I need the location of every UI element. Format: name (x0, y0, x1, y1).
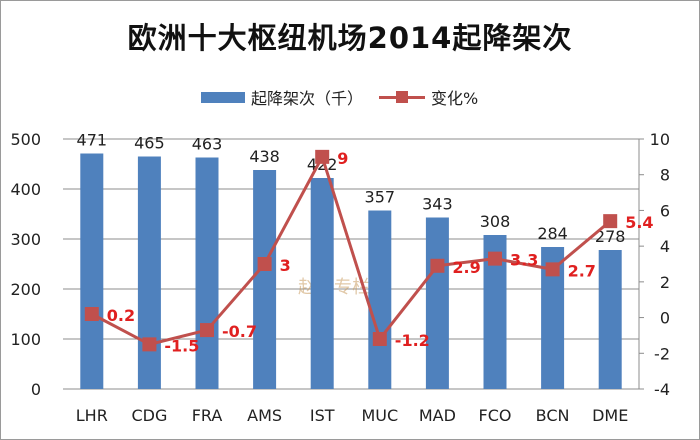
x-tick-label: CDG (131, 406, 167, 425)
legend-item-bars: 起降架次（千） (201, 85, 363, 109)
y-right-tick-label: 8 (660, 166, 670, 185)
x-tick-label: BCN (536, 406, 570, 425)
legend-swatch-line (379, 90, 426, 104)
x-tick-label: MAD (419, 406, 456, 425)
y-right-tick-label: -2 (654, 344, 670, 363)
x-tick-label: DME (592, 406, 628, 425)
line-marker-MAD (430, 258, 445, 273)
watermark: 赵巍专栏 (298, 277, 370, 298)
line-marker-DME (603, 214, 618, 229)
legend-item-line: 变化% (379, 85, 478, 109)
bar-value-label: 357 (365, 188, 396, 207)
y-left-tick-label: 100 (10, 330, 41, 349)
chart-title: 欧洲十大枢纽机场2014起降架次 (127, 21, 573, 55)
line-marker-BCN (545, 262, 560, 277)
bar-FCO (483, 235, 507, 389)
legend-swatch-bar (201, 91, 245, 103)
line-value-label: -0.7 (222, 322, 257, 341)
bar-value-label: 278 (595, 227, 626, 246)
line-value-label: 2.9 (452, 258, 480, 277)
x-tick-label: MUC (361, 406, 398, 425)
y-left-tick-label: 0 (31, 380, 41, 399)
line-marker-IST (315, 149, 330, 164)
bar-MUC (368, 210, 392, 389)
line-marker-MUC (372, 332, 387, 346)
line-value-label: 5.4 (625, 213, 653, 232)
y-right-tick-label: 10 (650, 130, 670, 149)
bar-CDG (137, 156, 161, 389)
x-tick-label: FRA (192, 406, 223, 425)
bar-AMS (253, 170, 277, 389)
chart-legend: 起降架次（千） 变化% (201, 85, 478, 109)
x-tick-label: FCO (479, 406, 512, 425)
line-value-label: -1.5 (164, 336, 199, 355)
line-marker-CDG (142, 337, 157, 352)
bar-BCN (541, 247, 565, 389)
y-right-tick-label: 2 (660, 273, 670, 292)
x-tick-label: AMS (247, 406, 282, 425)
bar-value-label: 343 (422, 195, 453, 214)
line-series-change (91, 155, 612, 346)
bar-IST (310, 178, 334, 389)
line-marker-FCO (488, 251, 502, 266)
line-value-label: 9 (337, 149, 348, 168)
line-marker-AMS (257, 257, 272, 271)
line-value-label: 3.3 (510, 251, 538, 270)
bar-LHR (80, 153, 104, 389)
bar-value-label: 284 (537, 224, 568, 243)
line-value-label: 2.7 (568, 261, 596, 280)
y-right-tick-label: 4 (660, 237, 670, 256)
x-tick-label: IST (310, 406, 335, 425)
y-left-tick-label: 400 (10, 180, 41, 199)
bar-value-label: 465 (134, 134, 165, 153)
bar-value-label: 308 (480, 212, 511, 231)
y-right-tick-label: -4 (654, 380, 670, 399)
y-left-tick-label: 300 (10, 230, 41, 249)
line-value-label: 0.2 (107, 306, 135, 325)
bar-MAD (425, 217, 449, 389)
x-tick-label: LHR (76, 406, 108, 425)
line-marker-LHR (84, 307, 99, 321)
legend-label-bars: 起降架次（千） (251, 89, 364, 108)
line-value-label: -1.2 (395, 331, 430, 350)
bar-DME (598, 250, 622, 389)
line-marker-FRA (200, 323, 214, 338)
bar-value-label: 471 (77, 131, 108, 150)
bar-value-label: 438 (249, 147, 280, 166)
y-left-tick-label: 200 (10, 280, 41, 299)
y-right-tick-label: 0 (660, 309, 670, 328)
line-value-label: 3 (280, 256, 291, 275)
bar-value-label: 463 (192, 135, 223, 154)
y-left-tick-label: 500 (10, 130, 41, 149)
legend-label-line: 变化% (431, 89, 479, 108)
y-right-tick-label: 6 (660, 201, 670, 220)
